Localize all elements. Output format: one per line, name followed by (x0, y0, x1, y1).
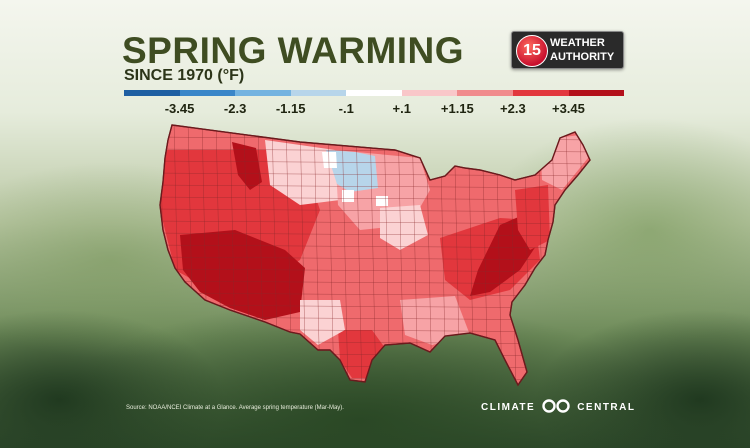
legend-swatch (290, 90, 347, 96)
division-line (160, 184, 590, 189)
logo-line-1: WEATHER (550, 37, 605, 49)
brand-left: CLIMATE (481, 402, 536, 413)
legend-swatch (512, 90, 569, 96)
map-regions (160, 135, 588, 378)
legend-label: +3.45 (551, 101, 585, 116)
region-gulf-pale (300, 300, 345, 345)
source-note: Source: NOAA/NCEI Climate at a Glance. A… (126, 405, 344, 411)
us-outline (159, 124, 591, 387)
division-line (160, 220, 590, 225)
division-line (160, 364, 590, 369)
legend-swatch (235, 90, 291, 96)
division-line (160, 125, 590, 129)
region-northern-plains-pale (265, 140, 340, 205)
region-midwest-pale (380, 205, 428, 250)
legend-swatch (346, 90, 402, 96)
legend-swatch (124, 90, 180, 96)
region-mid-atlantic-warm (515, 185, 550, 250)
page-title: SPRING WARMING (122, 30, 465, 71)
division-line (160, 280, 590, 285)
page-subtitle: SINCE 1970 (°F) (124, 67, 245, 84)
division-line (313, 125, 321, 385)
division-line (150, 389, 600, 392)
logo-line-2: AUTHORITY (550, 51, 615, 63)
division-line (355, 125, 363, 385)
division-line (369, 125, 377, 385)
division-line (594, 120, 600, 390)
division-line (327, 125, 335, 385)
division-line (341, 125, 349, 385)
division-line (160, 232, 590, 237)
region-white-1 (322, 152, 337, 168)
region-southeast-light (400, 296, 470, 345)
legend-label: -2.3 (223, 101, 247, 116)
legend-label: +.1 (392, 101, 411, 116)
region-white-2 (342, 190, 354, 202)
division-line (411, 125, 419, 385)
legend-label: -1.15 (275, 101, 306, 116)
division-line (160, 208, 590, 213)
logo-text: WEATHER AUTHORITY (550, 36, 620, 64)
division-line (160, 244, 590, 249)
legend-label: -.1 (338, 101, 354, 116)
logo-badge: 15 (516, 35, 548, 67)
infinity-icon (541, 399, 571, 416)
legend-label: +1.15 (440, 101, 474, 116)
legend-swatch (457, 90, 513, 96)
division-line (160, 376, 590, 381)
legend-color-bar (124, 90, 625, 96)
legend-swatch (401, 90, 458, 96)
region-southwest-hot (180, 230, 305, 320)
climate-central-logo: CLIMATE CENTRAL (481, 399, 635, 416)
division-line (160, 256, 590, 261)
division-line (160, 268, 590, 273)
region-idaho-hot (232, 142, 262, 190)
region-dakota-cool (326, 150, 378, 192)
legend-swatch (568, 90, 625, 96)
legend-swatch (179, 90, 236, 96)
station-logo: 15 WEATHER AUTHORITY (511, 31, 624, 69)
brand-right: CENTRAL (577, 402, 636, 413)
legend-label: +2.3 (500, 101, 526, 116)
region-white-3 (376, 196, 388, 206)
division-line (160, 196, 590, 201)
legend-label: -3.45 (164, 101, 195, 116)
